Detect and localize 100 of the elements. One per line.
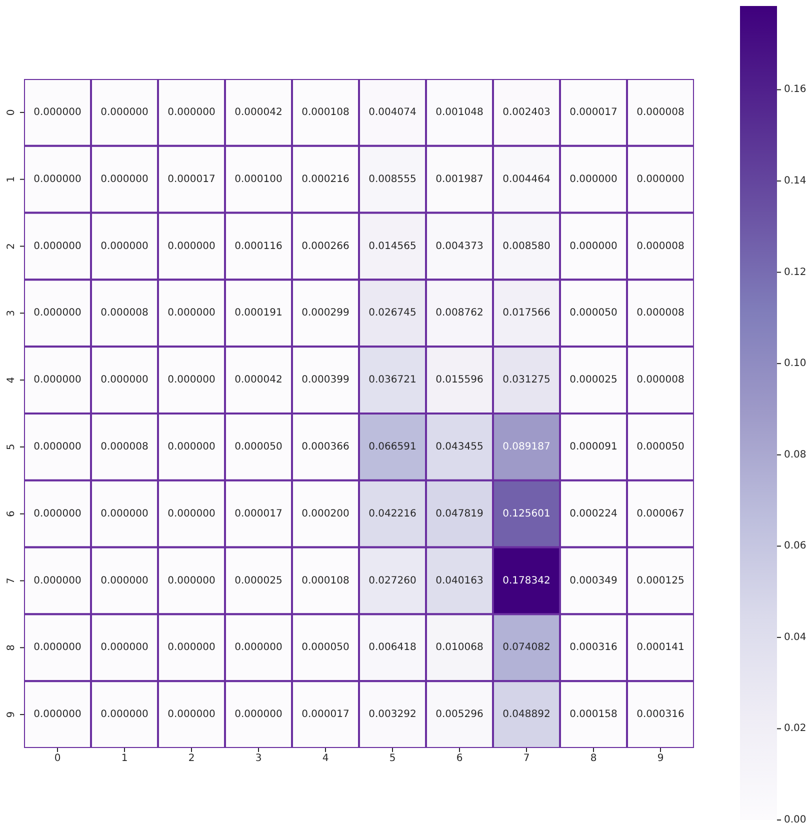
x-tick-label: 3	[255, 753, 262, 764]
data-label: 0.001048	[436, 106, 484, 118]
data-label: 0.004373	[436, 240, 484, 252]
color-bar-label: 0.00	[784, 814, 806, 826]
data-label: 0.000025	[234, 575, 282, 586]
data-label: 0.004464	[502, 174, 550, 185]
color-bar-label: 0.16	[784, 84, 806, 96]
y-tick-label: 8	[6, 644, 17, 651]
data-label: 0.125601	[502, 508, 550, 520]
x-tick-label: 7	[523, 753, 530, 764]
data-label: 0.000050	[234, 441, 282, 452]
data-label: 0.003292	[368, 709, 416, 720]
data-label: 0.000141	[636, 642, 684, 654]
data-label: 0.000000	[100, 106, 148, 118]
data-label: 0.000000	[168, 508, 216, 520]
data-label: 0.008555	[368, 174, 416, 185]
data-label: 0.000008	[636, 106, 684, 118]
data-label: 0.047819	[436, 508, 484, 520]
data-label: 0.000008	[636, 374, 684, 386]
data-label: 0.000000	[34, 575, 82, 586]
data-label: 0.000000	[100, 508, 148, 520]
data-label: 0.000067	[636, 508, 684, 520]
data-label: 0.000349	[570, 575, 618, 586]
y-tick-label: 3	[6, 310, 17, 316]
data-label: 0.000000	[100, 240, 148, 252]
data-label: 0.027260	[368, 575, 416, 586]
x-tick-label: 2	[188, 753, 195, 764]
data-label: 0.000050	[302, 642, 350, 654]
data-label: 0.008580	[502, 240, 550, 252]
color-bar-label: 0.12	[784, 266, 806, 278]
data-label: 0.000000	[168, 240, 216, 252]
data-label: 0.000399	[302, 374, 350, 386]
data-label: 0.000000	[168, 106, 216, 118]
data-label: 0.004074	[368, 106, 416, 118]
color-bar-label: 0.04	[784, 632, 806, 643]
data-label: 0.000025	[570, 374, 618, 386]
data-label: 0.074082	[502, 642, 550, 654]
x-tick-label: 1	[121, 753, 128, 764]
data-label: 0.000000	[570, 240, 618, 252]
data-label: 0.000008	[636, 308, 684, 319]
data-label: 0.000000	[34, 174, 82, 185]
y-tick-label: 9	[6, 711, 17, 718]
data-label: 0.017566	[502, 308, 550, 319]
data-label: 0.000050	[636, 441, 684, 452]
data-label: 0.000191	[234, 308, 282, 319]
data-label: 0.000000	[34, 106, 82, 118]
x-tick-label: 5	[389, 753, 396, 764]
data-label: 0.000008	[100, 308, 148, 319]
data-label: 0.042216	[368, 508, 416, 520]
data-label: 0.000216	[302, 174, 350, 185]
y-tick-label: 2	[6, 243, 17, 250]
data-label: 0.000000	[636, 174, 684, 185]
data-label: 0.000000	[168, 642, 216, 654]
data-label: 0.000000	[34, 374, 82, 386]
data-label: 0.000000	[234, 642, 282, 654]
data-label: 0.000000	[34, 709, 82, 720]
data-label: 0.000000	[34, 642, 82, 654]
data-label: 0.000017	[570, 106, 618, 118]
data-label: 0.036721	[368, 374, 416, 386]
x-tick-label: 6	[456, 753, 463, 764]
x-tick-label: 0	[54, 753, 61, 764]
data-label: 0.066591	[368, 441, 416, 452]
data-label: 0.000000	[34, 240, 82, 252]
data-label: 0.000008	[100, 441, 148, 452]
data-label: 0.002403	[502, 106, 550, 118]
data-label: 0.000000	[168, 308, 216, 319]
data-label: 0.000017	[168, 174, 216, 185]
data-label: 0.008762	[436, 308, 484, 319]
data-label: 0.006418	[368, 642, 416, 654]
data-label: 0.000000	[168, 709, 216, 720]
y-tick-label: 5	[6, 444, 17, 450]
data-label: 0.000017	[234, 508, 282, 520]
data-label: 0.000017	[302, 709, 350, 720]
data-label: 0.031275	[502, 374, 550, 386]
data-label: 0.000000	[34, 441, 82, 452]
data-label: 0.005296	[436, 709, 484, 720]
data-label: 0.000266	[302, 240, 350, 252]
data-label: 0.000000	[100, 174, 148, 185]
data-label: 0.000000	[34, 508, 82, 520]
data-label: 0.010068	[436, 642, 484, 654]
data-label: 0.178342	[502, 575, 550, 586]
data-label: 0.000108	[302, 575, 350, 586]
data-label: 0.000000	[100, 642, 148, 654]
data-label: 0.043455	[436, 441, 484, 452]
data-label: 0.026745	[368, 308, 416, 319]
data-label: 0.000100	[234, 174, 282, 185]
data-label: 0.015596	[436, 374, 484, 386]
data-label: 0.000091	[570, 441, 618, 452]
data-label: 0.000000	[168, 575, 216, 586]
data-label: 0.000000	[100, 374, 148, 386]
y-tick-label: 4	[6, 376, 17, 384]
color-bar-label: 0.02	[784, 723, 806, 734]
data-label: 0.000000	[168, 441, 216, 452]
data-label: 0.000000	[100, 709, 148, 720]
data-label: 0.000125	[636, 575, 684, 586]
data-label: 0.040163	[436, 575, 484, 586]
data-label: 0.000000	[100, 575, 148, 586]
color-bar-label: 0.14	[784, 176, 806, 187]
data-label: 0.000299	[302, 308, 350, 319]
x-tick-label: 9	[657, 753, 664, 764]
